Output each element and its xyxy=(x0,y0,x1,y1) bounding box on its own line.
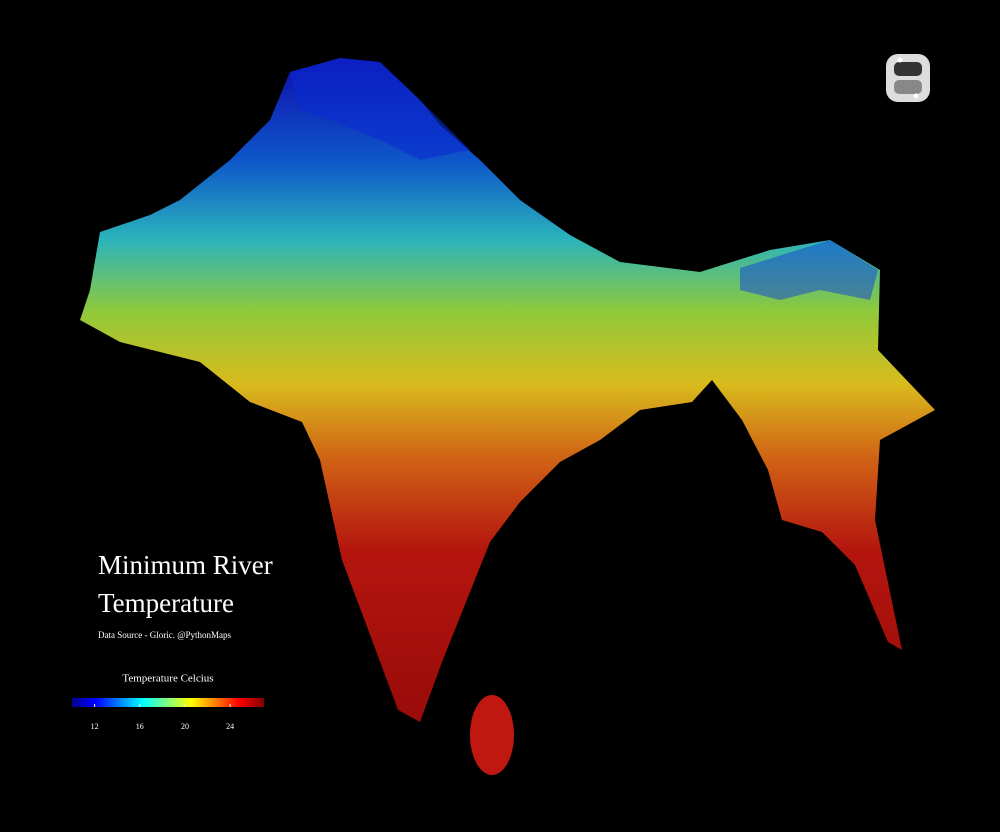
east-highland-detail xyxy=(740,240,878,300)
colorbar-label: Temperature Celcius xyxy=(122,673,213,685)
highland-detail xyxy=(290,58,470,160)
colorbar-tick-label: 24 xyxy=(226,722,234,731)
colorbar xyxy=(72,698,264,707)
title-line: Temperature xyxy=(98,588,234,618)
colorbar-tick-label: 12 xyxy=(91,722,99,731)
colorbar-tick-label: 20 xyxy=(181,722,189,731)
sri-lanka xyxy=(470,695,514,775)
river-map xyxy=(80,58,935,722)
title-line: Minimum River xyxy=(98,550,273,580)
colorbar-tick-label: 16 xyxy=(136,722,144,731)
source: Data Source - Gloric. @PythonMaps xyxy=(98,630,232,640)
python-logo xyxy=(886,54,930,102)
